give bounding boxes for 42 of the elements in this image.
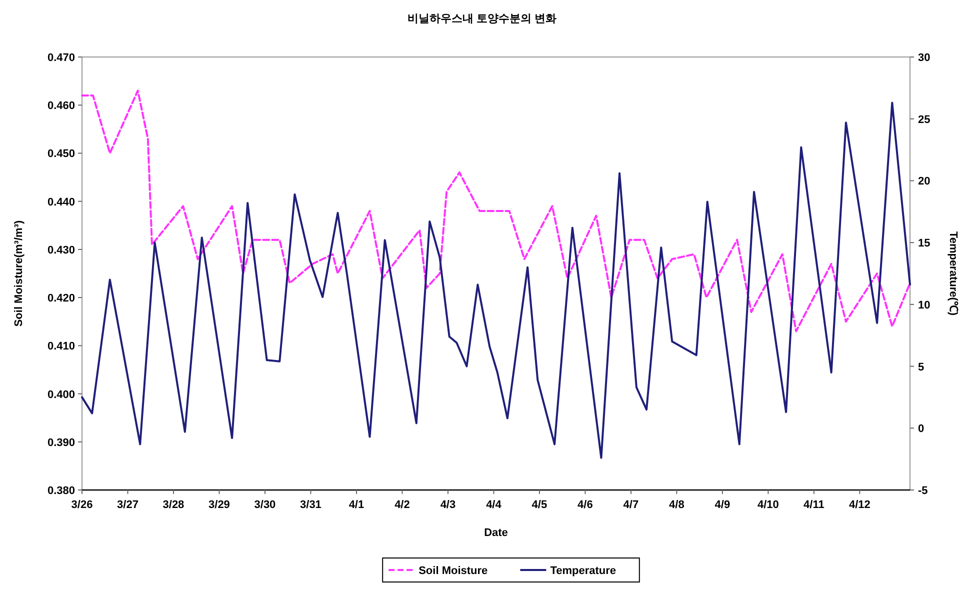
x-axis-title: Date [484,527,508,539]
x-tick-label: 4/7 [623,499,639,511]
x-tick-label: 4/9 [714,499,730,511]
x-tick-label: 4/12 [848,499,870,511]
x-tick-label: 4/2 [394,499,410,511]
y-axis-title: Soil Moisture(m³/m³) [13,220,25,327]
y2-tick-label: 0 [918,423,924,436]
y-tick-label: 0.420 [47,292,75,305]
y-tick-label: 0.400 [47,388,75,401]
legend-label: Temperature [550,565,616,577]
y-tick-label: 0.390 [47,436,75,449]
y2-tick-label: 10 [918,299,930,312]
x-tick-label: 3/30 [254,499,276,511]
y2-tick-label: 20 [918,176,930,188]
x-tick-label: 3/28 [162,499,184,511]
y2-tick-label: 25 [918,114,930,126]
x-tick-label: 4/8 [669,499,684,511]
x-tick-label: 3/27 [117,499,138,511]
y-tick-label: 0.460 [47,100,75,112]
x-tick-label: 4/4 [486,499,502,511]
y2-tick-label: 5 [918,361,924,374]
x-tick-label: 4/3 [440,499,456,511]
chart-title: 비닐하우스내 토양수분의 변화 [407,13,557,25]
x-tick-label: 4/6 [578,499,593,511]
y2-tick-label: -5 [918,485,928,497]
y-tick-label: 0.450 [47,148,75,160]
x-tick-label: 4/1 [348,499,364,511]
y-tick-label: 0.380 [47,485,75,497]
y-tick-label: 0.440 [47,196,75,208]
x-tick-label: 3/29 [208,499,230,511]
legend-label: Soil Moisture [418,565,488,577]
y-tick-label: 0.410 [47,340,75,353]
x-tick-label: 3/26 [71,499,93,511]
y-tick-label: 0.430 [47,244,75,256]
y-tick-label: 0.470 [47,52,75,64]
x-tick-label: 4/5 [532,499,548,511]
x-tick-label: 4/10 [757,499,779,511]
x-tick-label: 3/31 [300,499,322,511]
y2-axis-title: Temperature(℃) [947,231,959,316]
y2-tick-label: 15 [918,238,930,250]
x-tick-label: 4/11 [804,499,824,511]
y2-tick-label: 30 [918,52,930,64]
